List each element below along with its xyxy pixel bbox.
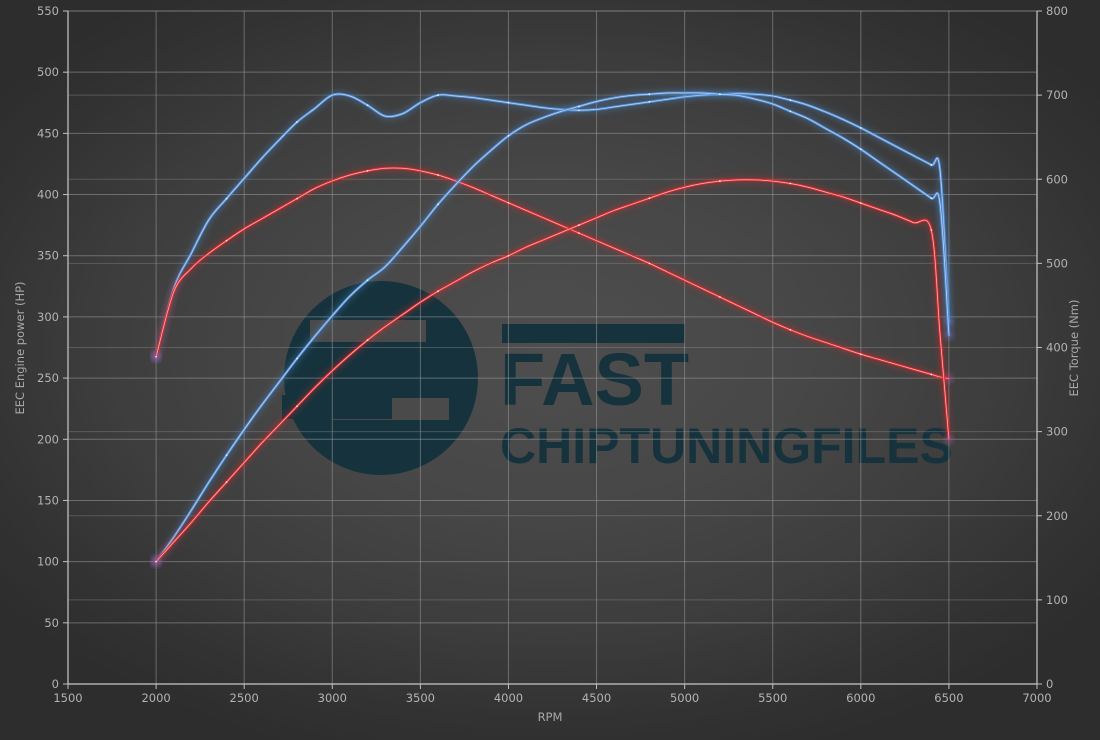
svg-text:400: 400 [1046,341,1068,355]
svg-text:700: 700 [1046,88,1068,102]
svg-text:200: 200 [1046,509,1068,523]
svg-text:1500: 1500 [53,691,82,705]
x-axis-title: RPM [538,710,563,724]
svg-text:0: 0 [1046,677,1053,691]
grid-lines [67,10,1038,685]
svg-text:100: 100 [1046,593,1068,607]
data-curves [152,90,953,566]
svg-text:450: 450 [37,126,59,140]
svg-text:2000: 2000 [141,691,170,705]
svg-text:4500: 4500 [582,691,611,705]
svg-text:7000: 7000 [1022,691,1051,705]
svg-text:6500: 6500 [934,691,963,705]
svg-text:3500: 3500 [406,691,435,705]
y-axis-title: EEC Engine power (HP) [13,281,27,414]
svg-text:500: 500 [37,65,59,79]
svg-text:5500: 5500 [758,691,787,705]
svg-text:200: 200 [37,432,59,446]
y2-axis-title: EEC Torque (Nm) [1067,300,1081,397]
svg-text:100: 100 [37,555,59,569]
svg-text:550: 550 [37,4,59,18]
svg-text:300: 300 [1046,425,1068,439]
svg-text:6000: 6000 [846,691,875,705]
svg-text:5000: 5000 [670,691,699,705]
svg-text:300: 300 [37,310,59,324]
watermark-bar [502,324,685,343]
watermark-line2: CHIPTUNINGFILES [500,418,953,474]
svg-text:150: 150 [37,493,59,507]
axis-ticks [63,10,1042,689]
svg-text:4000: 4000 [494,691,523,705]
svg-text:500: 500 [1046,256,1068,270]
svg-text:50: 50 [44,616,59,630]
svg-text:350: 350 [37,249,59,263]
svg-text:600: 600 [1046,172,1068,186]
svg-text:400: 400 [37,188,59,202]
svg-text:3000: 3000 [318,691,347,705]
svg-text:800: 800 [1046,4,1068,18]
svg-text:0: 0 [52,677,59,691]
svg-text:2500: 2500 [230,691,259,705]
svg-text:250: 250 [37,371,59,385]
axis-tick-labels: 1500 2000 2500 3000 3500 4000 4500 5000 5500 6000… [37,4,1068,705]
watermark-line1: FAST [500,338,689,421]
